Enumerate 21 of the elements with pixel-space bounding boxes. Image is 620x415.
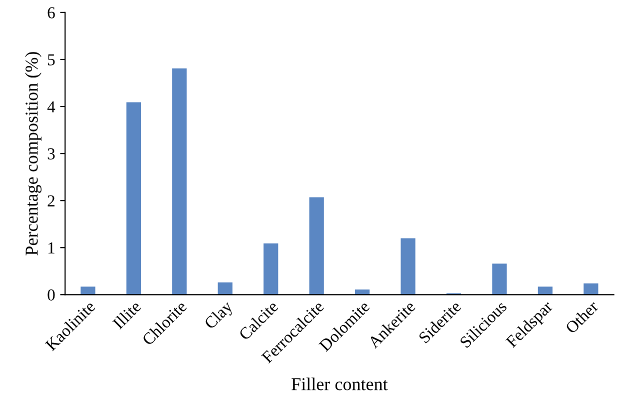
bar	[80, 286, 96, 295]
bar	[538, 286, 553, 295]
y-tick-label: 3	[48, 148, 55, 160]
y-tick-label: 0	[48, 289, 55, 301]
y-tick-label: 5	[48, 54, 55, 66]
x-axis-title: Filler content	[292, 378, 388, 390]
y-tick-label: 4	[47, 101, 56, 112]
x-tick-label: Clay	[203, 300, 236, 332]
bar	[584, 283, 598, 295]
bar	[172, 68, 187, 295]
bar	[309, 197, 324, 295]
y-tick-label: 6	[48, 7, 55, 18]
x-tick-label: Illite	[112, 300, 142, 330]
y-tick-label: 1	[48, 242, 54, 254]
y-tick-label: 2	[48, 195, 54, 206]
bar	[492, 264, 507, 295]
bar	[218, 282, 232, 295]
bar	[400, 238, 416, 295]
bar	[264, 243, 278, 295]
y-axis-title: Percentage composition (%)	[25, 52, 42, 256]
bar	[126, 102, 142, 295]
